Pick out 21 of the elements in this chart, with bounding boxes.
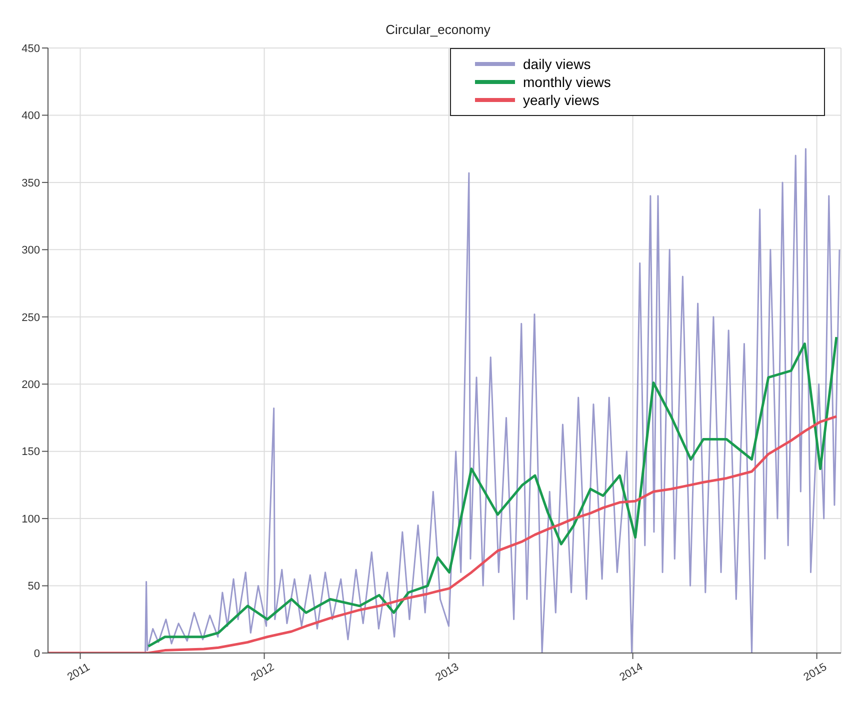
legend-label: yearly views <box>523 91 600 109</box>
line-series <box>48 415 838 653</box>
y-tick-label: 200 <box>22 379 40 392</box>
y-tick-label: 0 <box>34 648 40 660</box>
y-tick-label: 400 <box>22 110 40 122</box>
y-tick-label: 150 <box>22 446 40 458</box>
x-tick-label: 2013 <box>434 661 461 684</box>
x-tick-label: 2012 <box>249 661 276 684</box>
x-tick-label: 2011 <box>66 661 92 684</box>
x-tick-label: 2014 <box>618 661 645 684</box>
y-tick-label: 250 <box>22 312 40 324</box>
y-tick-label: 300 <box>22 244 40 257</box>
x-tick-label: 2015 <box>802 661 829 684</box>
chart-title: Circular_economy <box>386 22 491 37</box>
y-tick-label: 100 <box>22 513 40 526</box>
y-tick-label: 50 <box>28 580 40 593</box>
legend-label: monthly views <box>523 73 611 91</box>
y-tick-label: 350 <box>22 177 40 190</box>
line-series <box>147 336 838 648</box>
y-tick-label: 450 <box>22 42 40 55</box>
legend-label: daily views <box>523 55 591 73</box>
